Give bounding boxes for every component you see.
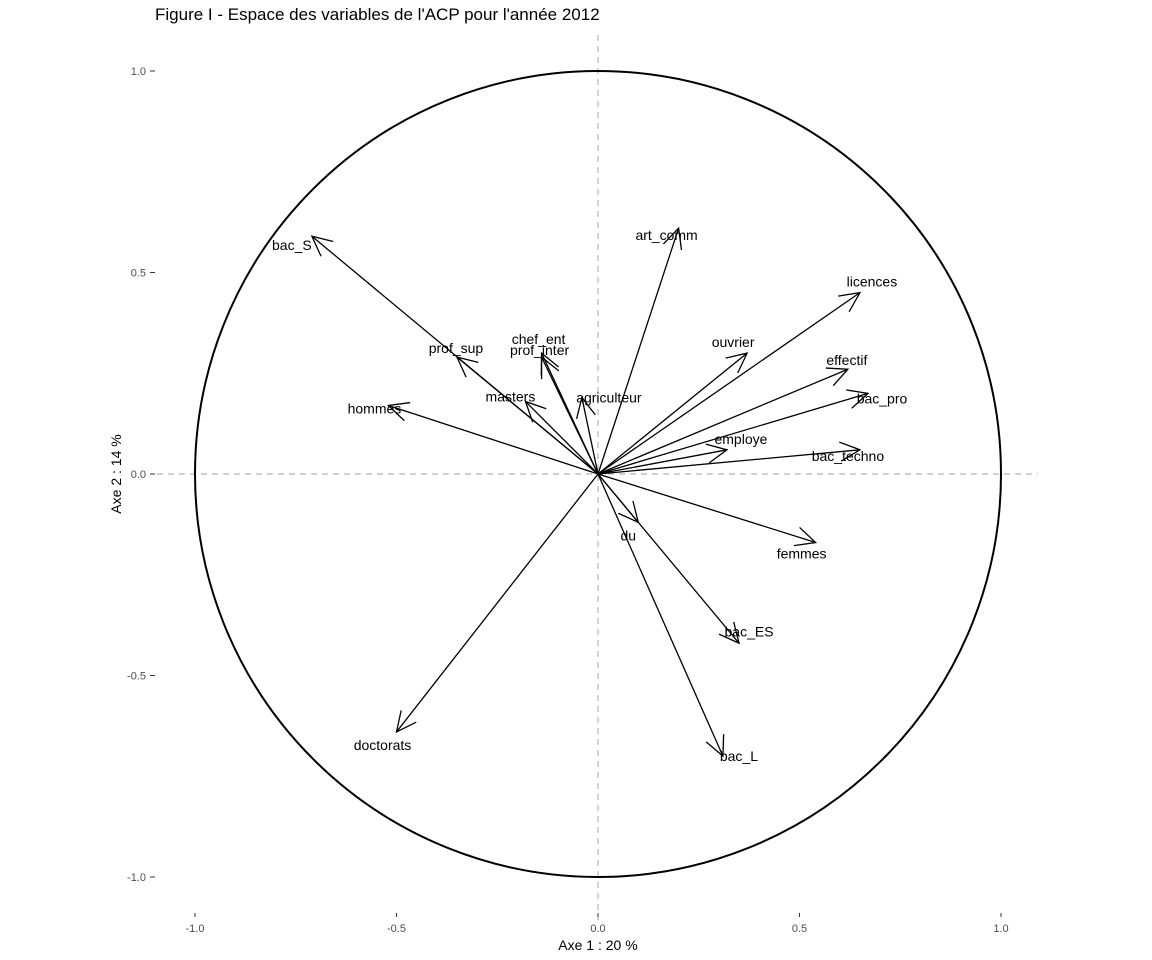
y-tick-label: -1.0: [127, 872, 146, 884]
arrowhead-doctorats: [395, 710, 417, 734]
y-tick-label: -0.5: [127, 671, 146, 683]
arrowhead-ouvrier: [725, 352, 749, 374]
arrow-agriculteur: [581, 397, 599, 475]
label-prof-sup: prof_sup: [429, 340, 484, 356]
label-agriculteur: agriculteur: [576, 389, 642, 405]
arrowhead-bac-es: [718, 621, 741, 645]
label-ouvrier: ouvrier: [712, 334, 755, 350]
arrowhead-femmes: [793, 526, 818, 547]
arrowhead-licences: [838, 291, 862, 313]
x-tick-label: -1.0: [186, 923, 205, 935]
label-chef-ent: chef_ent: [512, 331, 566, 347]
x-tick-label: -0.5: [387, 923, 406, 935]
x-axis-label: Axe 1 : 20 %: [558, 937, 637, 953]
label-hommes: hommes: [348, 400, 402, 416]
correlation-circle: [194, 70, 1002, 878]
arrow-effectif: [597, 368, 849, 475]
label-bac-techno: bac_techno: [812, 448, 885, 464]
arrowhead-art-comm: [662, 226, 683, 251]
arrowhead-effectif: [825, 367, 850, 387]
x-tick-label: 1.0: [993, 923, 1008, 935]
arrowhead-agriculteur: [575, 395, 596, 419]
chart-title: Figure I - Espace des variables de l'ACP…: [155, 5, 600, 24]
arrow-prof-sup: [456, 356, 599, 475]
label-licences: licences: [847, 274, 898, 290]
arrowhead-prof-sup: [455, 356, 479, 378]
arrowhead-prof-inter: [540, 355, 560, 380]
arrow-ouvrier: [597, 352, 748, 475]
arrow-licences: [597, 292, 861, 475]
label-prof-inter: prof_inter: [510, 342, 569, 358]
arrowhead-bac-s: [310, 235, 334, 257]
arrowhead-bac-techno: [839, 441, 862, 462]
label-effectif: effectif: [826, 352, 867, 368]
label-femmes: femmes: [777, 546, 827, 562]
label-doctorats: doctorats: [354, 737, 412, 753]
label-bac-es: bac_ES: [725, 623, 774, 639]
plot-area: -1.0 -0.5 0.0 0.5 1.0 -1.0 -0.5 0.0 0.5 1.0 art_co…: [127, 35, 1038, 935]
arrow-bac-techno: [597, 449, 861, 475]
arrowhead-masters: [524, 400, 547, 423]
arrow-prof-inter: [540, 356, 599, 475]
arrow-masters: [525, 401, 599, 475]
label-bac-pro: bac_pro: [857, 390, 908, 406]
label-masters: masters: [486, 388, 536, 404]
y-tick-label: 0.5: [131, 268, 146, 280]
arrowhead-employe: [705, 443, 729, 464]
x-tick-label: 0.0: [590, 923, 605, 935]
label-bac-s: bac_S: [272, 237, 312, 253]
y-tick-label: 1.0: [131, 66, 146, 78]
y-axis-label: Axe 2 : 14 %: [108, 434, 124, 513]
arrow-bac-es: [597, 473, 740, 644]
label-employe: employe: [714, 431, 767, 447]
arrow-art-comm: [597, 227, 680, 475]
y-tick-label: 0.0: [131, 469, 146, 481]
arrowhead-hommes: [387, 401, 411, 422]
arrow-hommes: [388, 404, 599, 475]
x-tick-label: 0.5: [792, 923, 807, 935]
arrow-bac-pro: [597, 392, 869, 475]
arrowhead-bac-pro: [846, 389, 870, 409]
arrowhead-bac-l: [705, 734, 725, 758]
arrow-femmes: [597, 473, 816, 544]
arrow-employe: [597, 449, 728, 475]
label-du: du: [621, 527, 637, 543]
label-art-comm: art_comm: [635, 227, 697, 243]
label-bac-l: bac_L: [720, 748, 758, 764]
arrow-bac-l: [597, 473, 724, 757]
arrow-doctorats: [395, 473, 599, 733]
